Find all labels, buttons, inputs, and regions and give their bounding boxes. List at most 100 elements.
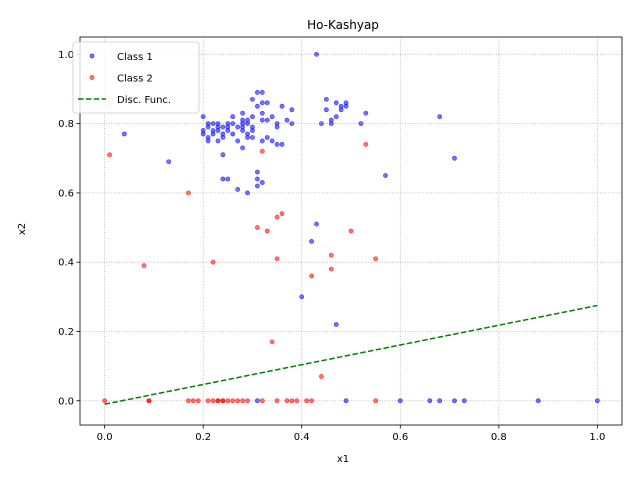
legend-label: Class 2 — [117, 74, 153, 85]
data-point — [383, 173, 388, 178]
data-point — [328, 117, 334, 123]
data-point — [200, 131, 206, 137]
data-point — [225, 398, 231, 404]
grid — [80, 37, 622, 425]
legend: Class 1 Class 2 Disc. Func. — [72, 41, 200, 114]
data-point — [240, 398, 245, 404]
data-point — [259, 117, 265, 123]
data-point — [205, 138, 211, 144]
data-point — [235, 398, 241, 404]
data-point — [259, 138, 265, 144]
data-point — [264, 117, 270, 123]
data-point — [343, 398, 349, 404]
data-point — [210, 121, 216, 127]
data-point — [215, 398, 221, 404]
data-point — [259, 100, 265, 106]
data-point — [348, 228, 354, 234]
data-point — [230, 131, 236, 137]
data-point — [264, 135, 270, 140]
data-point — [220, 124, 226, 130]
data-point — [274, 214, 280, 220]
data-point — [230, 121, 236, 127]
series-2 — [102, 141, 379, 404]
data-point — [121, 131, 127, 137]
data-point — [259, 148, 265, 154]
data-point — [264, 100, 270, 106]
data-point — [210, 131, 216, 137]
data-point — [452, 398, 457, 404]
axis-ticks: 0.0 0.2 0.4 0.6 0.8 1.0 0.0 0.2 0.4 0.6 0.8 1.0 — [58, 50, 605, 443]
data-point — [102, 398, 108, 404]
data-point — [259, 180, 265, 185]
data-point — [225, 124, 231, 130]
data-point — [185, 398, 191, 404]
data-point — [289, 107, 295, 113]
data-point — [245, 190, 250, 196]
data-point — [190, 398, 196, 404]
y-tick-label: 0.2 — [58, 327, 74, 338]
data-point — [259, 110, 265, 116]
data-point — [294, 398, 300, 404]
data-point — [279, 211, 285, 217]
data-point — [299, 294, 305, 300]
data-point — [274, 256, 280, 262]
x-tick-label: 0.6 — [392, 432, 408, 443]
data-point — [259, 398, 265, 404]
legend-box — [72, 41, 200, 114]
x-axis-label: x1 — [337, 454, 349, 465]
data-point — [304, 398, 310, 404]
data-point — [373, 398, 379, 404]
data-point — [230, 114, 236, 120]
data-point — [146, 398, 152, 404]
data-point — [210, 398, 216, 404]
data-point — [220, 176, 226, 182]
data-point — [250, 128, 255, 133]
data-point — [254, 176, 260, 182]
data-point — [343, 103, 349, 109]
legend-marker — [89, 75, 95, 80]
data-point — [250, 114, 255, 120]
data-point — [215, 121, 221, 127]
data-point — [240, 128, 245, 133]
data-point — [363, 110, 369, 116]
data-point — [235, 187, 241, 192]
data-point — [254, 183, 260, 189]
y-tick-label: 1.0 — [58, 50, 74, 61]
data-point — [220, 135, 226, 140]
axes-frame — [79, 36, 623, 426]
data-point — [323, 107, 329, 113]
data-point — [328, 266, 334, 272]
x-tick-label: 1.0 — [589, 432, 605, 443]
data-point — [107, 152, 112, 158]
data-point — [245, 135, 250, 140]
x-tick-label: 0.8 — [491, 432, 507, 443]
legend-label: Class 1 — [117, 52, 153, 63]
data-point — [279, 141, 285, 147]
data-point — [594, 398, 600, 404]
legend-label: Disc. Func. — [117, 95, 171, 106]
data-point — [205, 398, 211, 404]
data-point — [358, 121, 364, 127]
data-point — [210, 259, 216, 265]
data-point — [225, 176, 231, 182]
data-point — [461, 398, 467, 404]
data-point — [240, 110, 245, 116]
data-point — [240, 145, 245, 151]
data-point — [220, 152, 226, 158]
data-point — [333, 322, 339, 327]
data-point — [437, 114, 443, 120]
data-point — [235, 124, 241, 130]
x-tick-label: 0.0 — [97, 432, 113, 443]
data-point — [333, 114, 339, 120]
legend-marker — [89, 53, 95, 59]
data-point — [452, 155, 457, 161]
data-point — [333, 100, 339, 106]
data-point — [166, 159, 172, 165]
data-point — [269, 339, 275, 345]
data-point — [141, 263, 147, 269]
data-point — [195, 398, 201, 404]
y-tick-label: 0.0 — [58, 396, 74, 407]
data-point — [235, 138, 241, 144]
data-point — [427, 398, 433, 404]
